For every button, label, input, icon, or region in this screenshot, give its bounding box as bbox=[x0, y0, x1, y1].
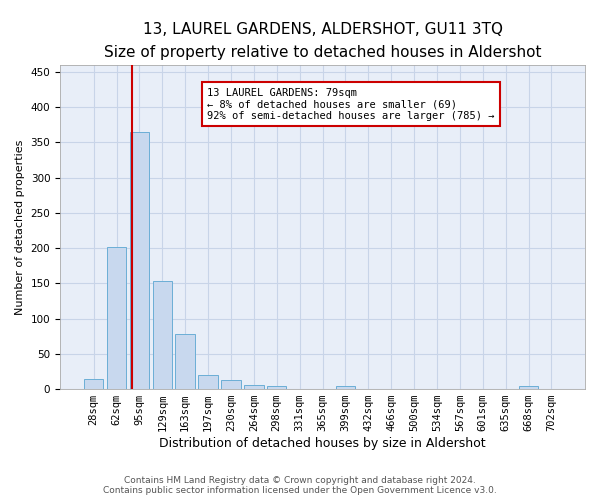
X-axis label: Distribution of detached houses by size in Aldershot: Distribution of detached houses by size … bbox=[159, 437, 486, 450]
Bar bbox=[221, 380, 241, 389]
Bar bbox=[199, 375, 218, 389]
Text: 13 LAUREL GARDENS: 79sqm
← 8% of detached houses are smaller (69)
92% of semi-de: 13 LAUREL GARDENS: 79sqm ← 8% of detache… bbox=[207, 88, 494, 121]
Bar bbox=[84, 378, 103, 389]
Bar bbox=[335, 386, 355, 389]
Bar bbox=[267, 386, 286, 389]
Y-axis label: Number of detached properties: Number of detached properties bbox=[15, 140, 25, 314]
Bar bbox=[107, 247, 126, 389]
Text: Contains HM Land Registry data © Crown copyright and database right 2024.
Contai: Contains HM Land Registry data © Crown c… bbox=[103, 476, 497, 495]
Bar bbox=[175, 334, 195, 389]
Bar bbox=[152, 282, 172, 389]
Bar bbox=[519, 386, 538, 389]
Title: 13, LAUREL GARDENS, ALDERSHOT, GU11 3TQ
Size of property relative to detached ho: 13, LAUREL GARDENS, ALDERSHOT, GU11 3TQ … bbox=[104, 22, 541, 60]
Bar bbox=[244, 385, 263, 389]
Bar bbox=[130, 132, 149, 389]
